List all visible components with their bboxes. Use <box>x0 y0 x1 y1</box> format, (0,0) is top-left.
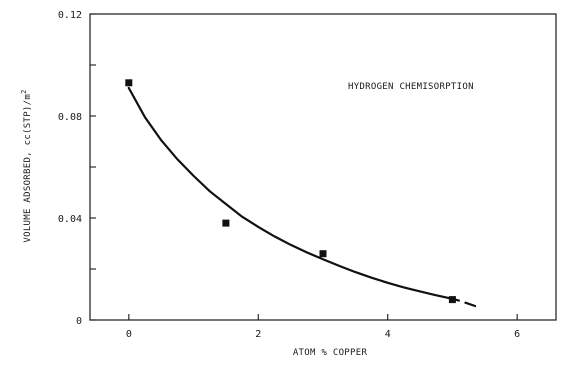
y-axis-ticks: 0 0.04 0.08 0.12 <box>58 10 96 327</box>
fitted-curve-layer <box>127 86 477 308</box>
data-point <box>125 79 133 87</box>
y-tick-label: 0.04 <box>58 214 82 225</box>
x-tick-label: 6 <box>514 329 520 340</box>
x-tick-label: 0 <box>126 329 132 340</box>
y-tick-label: 0.12 <box>58 10 82 21</box>
fitted-curve <box>127 86 460 302</box>
x-tick-label: 4 <box>385 329 391 340</box>
y-axis-label-main: VOLUME ADSORBED, cc(STP)/m <box>23 94 33 243</box>
fitted-curve-tail <box>464 301 477 308</box>
x-axis-label: ATOM % COPPER <box>293 348 368 358</box>
y-axis-label: VOLUME ADSORBED, cc(STP)/m2 <box>20 89 33 242</box>
data-points-layer <box>125 79 456 304</box>
x-axis-ticks: 0 2 4 6 <box>126 314 520 340</box>
y-tick-label: 0.08 <box>58 112 82 123</box>
data-point <box>222 219 230 227</box>
data-point <box>319 250 327 258</box>
chart-annotation: HYDROGEN CHEMISORPTION <box>348 82 474 92</box>
x-tick-label: 2 <box>255 329 261 340</box>
data-point <box>448 296 456 304</box>
plot-frame <box>89 13 557 321</box>
y-tick-label: 0 <box>76 316 82 327</box>
y-axis-label-superscript: 2 <box>20 89 28 94</box>
